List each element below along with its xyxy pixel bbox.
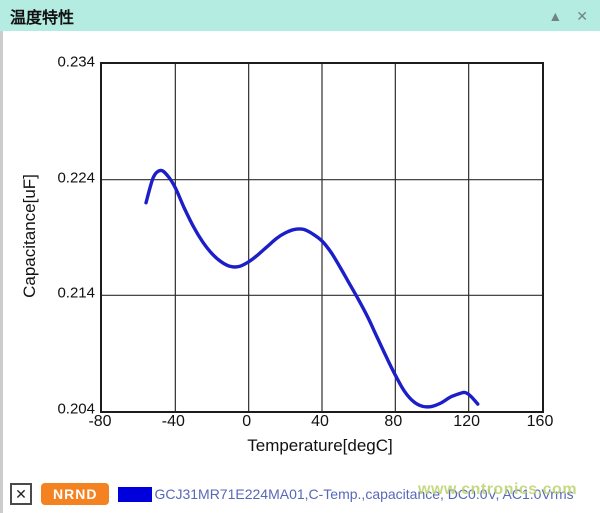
x-tick-label: 160 (526, 413, 554, 430)
left-border-strip (0, 31, 3, 513)
titlebar: 温度特性 ▲ ✕ (0, 0, 600, 31)
x-tick-label: -80 (88, 413, 112, 430)
panel-title: 温度特性 (10, 9, 75, 27)
y-axis-title: Capacitance[uF] (20, 174, 39, 298)
series-legend-label: GCJ31MR71E224MA01,C-Temp.,capacitance, D… (154, 486, 574, 502)
series-color-swatch (118, 486, 153, 502)
y-tick-label: 0.224 (57, 169, 95, 187)
x-axis-title: Temperature[degC] (247, 436, 393, 455)
x-tick-label: -40 (161, 413, 185, 430)
legend-row: ✕ NRND GCJ31MR71E224MA01,C-Temp.,capacit… (0, 478, 600, 510)
x-tick-label: 120 (453, 413, 481, 430)
x-tick-label: 40 (311, 413, 329, 430)
chart-plot-area (100, 62, 544, 413)
y-tick-label: 0.214 (57, 284, 95, 302)
x-tick-label: 80 (384, 413, 403, 430)
y-tick-label: 0.204 (57, 400, 95, 418)
series-visibility-checkbox[interactable]: ✕ (10, 483, 32, 505)
window-controls: ▲ ✕ (548, 0, 588, 31)
y-tick-label: 0.234 (57, 53, 95, 71)
collapse-icon[interactable]: ▲ (548, 7, 563, 24)
nrnd-status-badge: NRND (41, 483, 110, 505)
x-tick-label: 0 (242, 413, 252, 430)
series-curve (144, 168, 480, 409)
chart-svg (102, 64, 542, 411)
close-icon[interactable]: ✕ (576, 7, 588, 24)
